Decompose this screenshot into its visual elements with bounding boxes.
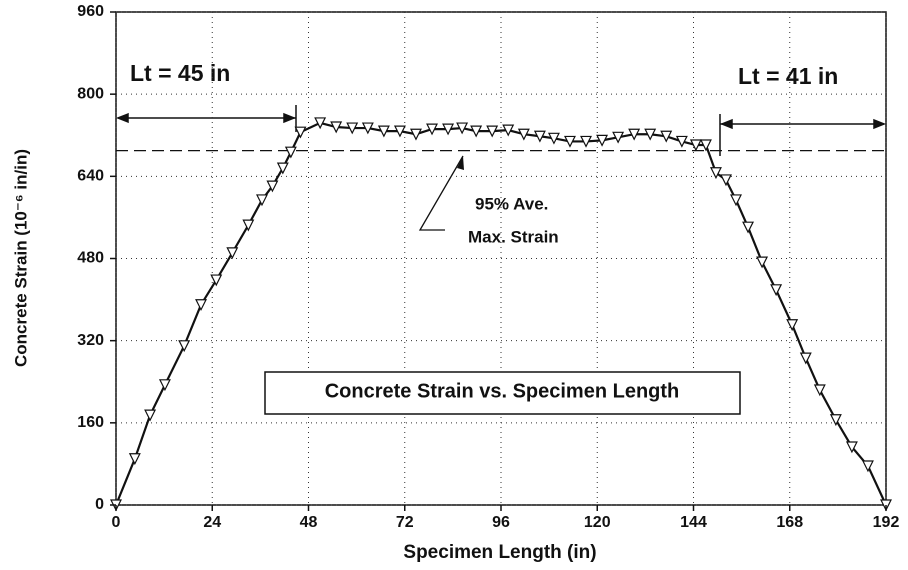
x-tick-label: 72	[396, 514, 414, 531]
marker	[470, 125, 483, 138]
x-tick-label: 144	[680, 514, 707, 531]
marker	[377, 125, 390, 138]
marker	[742, 221, 755, 234]
arrow-head	[115, 112, 129, 124]
marker	[158, 379, 171, 392]
marker	[829, 414, 842, 427]
y-tick-label: 800	[77, 85, 104, 102]
marker	[861, 460, 874, 473]
marker	[284, 146, 297, 159]
marker	[178, 340, 191, 353]
y-tick-label: 0	[95, 496, 104, 513]
x-axis-label: Specimen Length (in)	[403, 542, 596, 563]
marker	[533, 130, 546, 143]
marker	[210, 274, 223, 287]
marker	[226, 247, 239, 260]
marker	[393, 125, 406, 138]
y-tick-label: 960	[77, 3, 104, 20]
marker	[699, 139, 712, 152]
marker	[689, 139, 702, 152]
marker	[294, 126, 307, 139]
marker	[502, 124, 515, 137]
annotation: 95% Ave.	[475, 194, 548, 213]
marker	[660, 130, 673, 143]
marker	[770, 284, 783, 297]
marker	[756, 256, 769, 269]
y-tick-label: 480	[77, 250, 104, 267]
arrow-head	[873, 118, 887, 130]
marker	[580, 135, 592, 148]
marker	[256, 194, 268, 207]
marker	[517, 128, 530, 141]
x-tick-label: 120	[584, 514, 611, 531]
marker	[330, 121, 343, 134]
x-tick-label: 192	[873, 514, 900, 531]
marker	[547, 132, 560, 145]
y-tick-label: 160	[77, 414, 104, 431]
marker	[786, 319, 799, 332]
marker	[456, 122, 469, 135]
marker	[144, 409, 157, 422]
marker	[266, 180, 279, 193]
marker	[426, 123, 438, 136]
annotation: Lt = 41 in	[738, 63, 838, 89]
marker	[644, 128, 657, 141]
marker	[486, 125, 499, 138]
y-tick-label: 640	[77, 168, 104, 185]
pointer-head	[457, 156, 464, 170]
y-tick-label: 320	[77, 332, 104, 349]
marker	[346, 122, 359, 135]
arrow-head	[719, 118, 733, 130]
marker	[813, 384, 826, 397]
marker	[128, 453, 141, 466]
marker	[730, 194, 742, 207]
y-axis-label: Concrete Strain (10⁻⁶ in/in)	[11, 149, 30, 367]
marker	[442, 123, 455, 136]
x-tick-label: 96	[492, 514, 510, 531]
pointer	[418, 155, 464, 231]
x-tick-label: 168	[776, 514, 803, 531]
marker	[720, 174, 732, 187]
title-box	[264, 371, 741, 415]
marker	[361, 122, 374, 135]
marker	[799, 352, 812, 365]
marker	[314, 117, 327, 130]
annotation: Max. Strain	[468, 227, 559, 246]
marker	[709, 167, 722, 180]
marker	[596, 134, 609, 147]
arrow-head	[283, 112, 297, 124]
marker	[675, 135, 688, 148]
x-tick-label: 0	[112, 514, 121, 531]
chart-title: Concrete Strain vs. Specimen Length	[325, 380, 680, 402]
marker	[242, 219, 255, 232]
marker	[612, 131, 625, 144]
x-tick-label: 48	[300, 514, 318, 531]
marker	[564, 135, 576, 148]
marker	[845, 441, 858, 454]
span-arrows	[115, 105, 887, 156]
marker	[628, 128, 641, 141]
annotation: Lt = 45 in	[130, 60, 230, 86]
marker	[276, 162, 289, 175]
marker	[195, 299, 207, 312]
marker	[410, 128, 422, 141]
x-tick-label: 24	[203, 514, 221, 531]
